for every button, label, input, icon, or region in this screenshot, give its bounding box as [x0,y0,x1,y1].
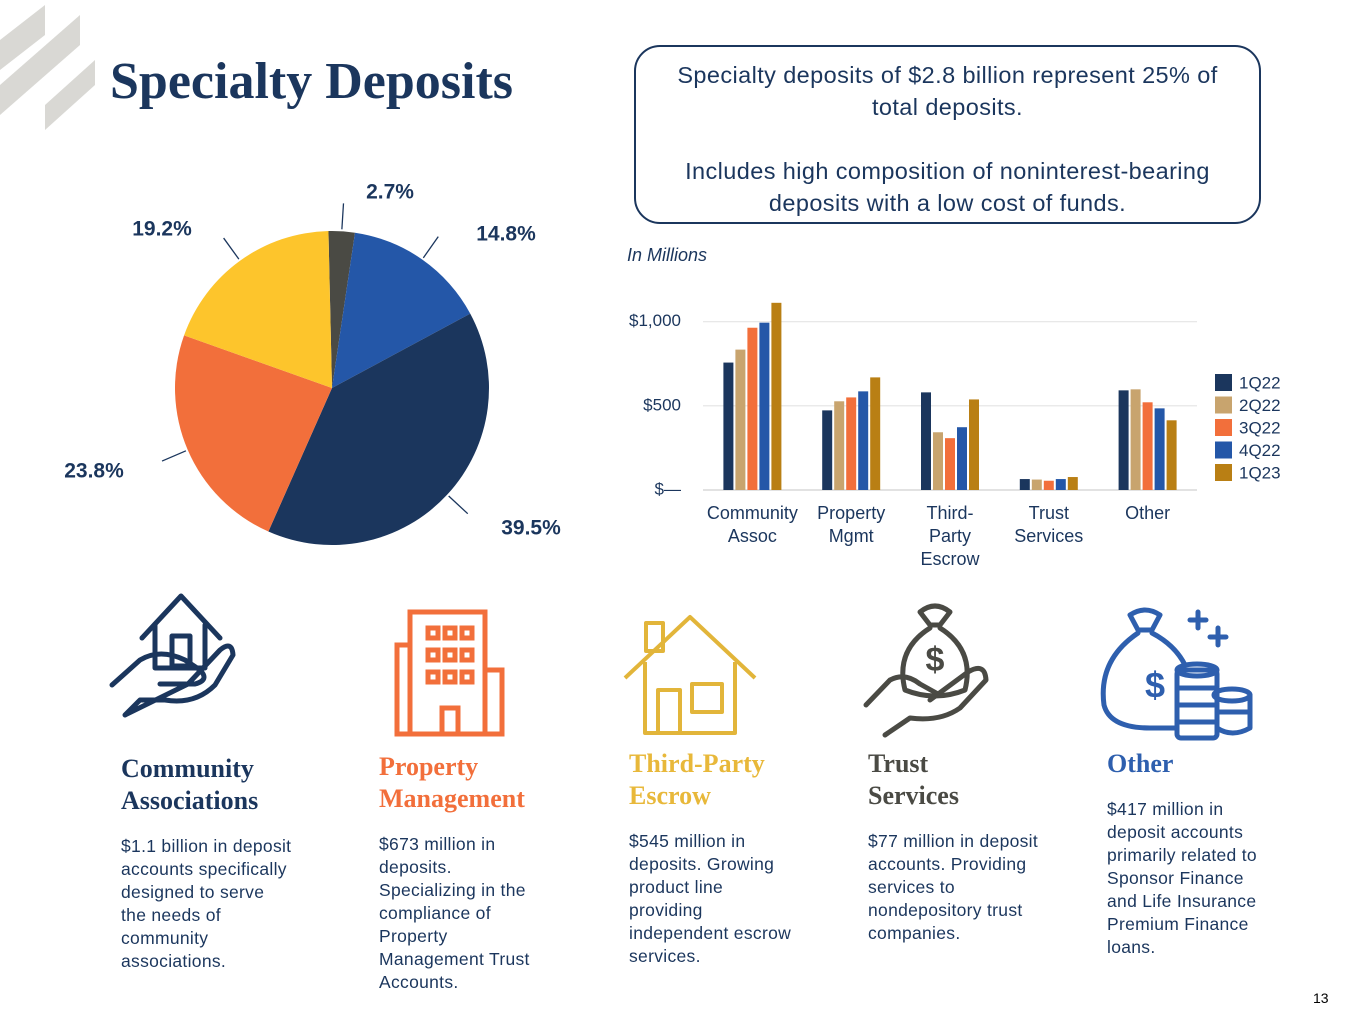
callout-box: Specialty deposits of $2.8 billion repre… [634,45,1261,224]
bar [846,397,857,490]
section: Property Management $673 million in depos… [379,751,551,994]
bar [822,410,833,490]
bar [1154,408,1165,490]
bar [759,322,770,490]
bar [945,438,955,490]
svg-text:$: $ [1145,665,1165,706]
legend-label: 1Q23 [1239,463,1281,482]
section-body: $545 million in deposits. Growing produc… [629,831,792,966]
x-tick-label: Other [1125,503,1171,523]
icon-property [394,609,505,737]
section-body: $673 million in deposits. Specializing i… [379,834,530,992]
bar [1166,420,1177,490]
section-title: Third-Party Escrow [629,749,765,810]
x-tick-label: Property Mgmt [817,503,886,546]
legend-swatch [1215,419,1232,436]
legend-label: 2Q22 [1239,396,1281,415]
y-axis-label: In Millions [627,245,708,265]
bar [969,399,979,490]
section-title: Trust Services [868,749,959,810]
leader-line [448,495,469,515]
pie-label: 2.7% [366,181,414,204]
section-title: Community Associations [121,754,259,815]
bar [957,427,967,490]
bar [1031,479,1042,490]
bar [1019,479,1030,490]
callout-text: Specialty deposits of $2.8 billion repre… [677,62,1218,120]
icon-escrow [623,615,757,735]
callout-text: Includes high composition of noninterest… [685,158,1210,216]
bar [1067,477,1078,490]
bar [1055,479,1066,490]
section: Community Associations $1.1 billion in de… [121,753,293,973]
section-body: $417 million in deposit accounts primari… [1107,799,1257,957]
bar [747,327,758,490]
section: Other $417 million in deposit accounts pr… [1107,748,1279,959]
pie-slice [184,231,332,388]
section-title: Property Management [379,752,525,813]
pie-slice [268,313,490,545]
bar [723,362,734,490]
bar [921,392,931,490]
legend-swatch [1215,396,1232,414]
bar [870,377,881,490]
pie-slice [175,335,332,532]
y-tick-label: $1,000 [629,311,681,330]
section-body: $1.1 billion in deposit accounts specifi… [121,836,292,971]
section: Third-Party Escrow $545 million in deposi… [629,748,801,968]
section-body: $77 million in deposit accounts. Providi… [868,831,1039,943]
leader-line [223,237,240,260]
bar [1043,480,1054,490]
legend-swatch [1215,464,1232,481]
icon-other: $ [1100,607,1253,741]
bar [933,432,943,490]
bar [735,349,746,490]
pie-label: 14.8% [476,223,536,246]
svg-text:$: $ [926,641,945,679]
bar [771,302,782,490]
leader-line [161,450,187,462]
decor-stripes [0,5,95,130]
pie-slice [332,232,471,388]
x-tick-label: Trust Services [1014,503,1084,546]
section: Trust Services $77 million in deposit acc… [868,748,1040,945]
section-title: Other [1107,749,1174,778]
icon-trust: $ [863,603,989,738]
bar [834,401,845,490]
legend-label: 1Q22 [1239,373,1281,392]
x-tick-label: Third- Party Escrow [920,503,980,569]
bar [1142,402,1153,490]
bar [1118,390,1129,490]
bar [1130,389,1141,490]
legend-swatch [1215,374,1232,391]
leader-line [422,236,439,259]
pie-slice [328,231,355,388]
pie-label: 39.5% [501,517,561,540]
legend-label: 4Q22 [1239,441,1281,460]
legend-label: 3Q22 [1239,418,1281,437]
x-tick-label: Community Assoc [706,503,798,546]
y-tick-label: $500 [643,395,681,414]
slide-title: Specialty Deposits [110,53,513,110]
y-tick-label: $— [655,479,681,498]
pie-label: 23.8% [64,460,124,483]
icon-community [109,593,236,718]
page-number: 13 [1313,990,1329,1006]
pie-label: 19.2% [132,218,192,241]
leader-line [341,203,345,230]
legend-swatch [1215,441,1232,459]
bar [858,391,869,490]
